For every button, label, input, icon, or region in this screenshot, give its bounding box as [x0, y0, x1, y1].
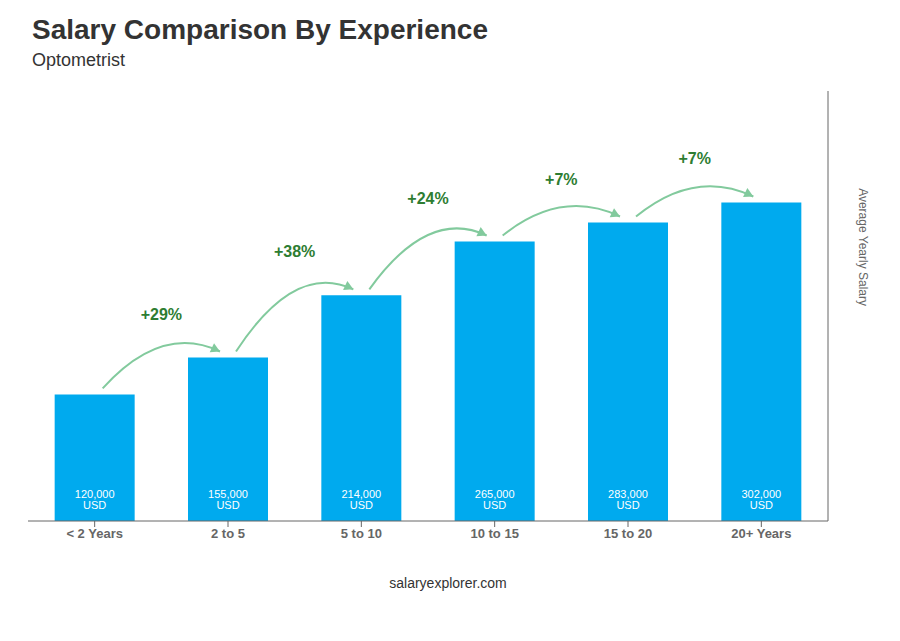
svg-text:< 2 Years: < 2 Years — [66, 526, 123, 541]
svg-text:2 to 5: 2 to 5 — [211, 526, 245, 541]
html-text:Salary Comparison By Experienc: Salary Comparison By Experience — [32, 14, 488, 45]
svg-text:Average Yearly Salary: Average Yearly Salary — [856, 188, 870, 306]
svg-text:15 to 20: 15 to 20 — [604, 526, 652, 541]
svg-text:20+ Years: 20+ Years — [731, 526, 791, 541]
svg-text:+7%: +7% — [545, 171, 577, 188]
svg-text:5 to 10: 5 to 10 — [341, 526, 382, 541]
svg-text:10 to 15: 10 to 15 — [470, 526, 518, 541]
html-text:salaryexplorer.com: salaryexplorer.com — [389, 575, 507, 591]
svg-text:283,000USD: 283,000USD — [608, 488, 648, 511]
svg-text:+7%: +7% — [678, 150, 710, 167]
svg-text:214,000USD: 214,000USD — [341, 488, 381, 511]
svg-text:+24%: +24% — [407, 190, 448, 207]
svg-text:265,000USD: 265,000USD — [475, 488, 515, 511]
svg-text:120,000USD: 120,000USD — [75, 488, 115, 511]
svg-text:155,000USD: 155,000USD — [208, 488, 248, 511]
svg-text:302,000USD: 302,000USD — [741, 488, 781, 511]
svg-text:+38%: +38% — [274, 243, 315, 260]
svg-text:+29%: +29% — [141, 306, 182, 323]
html-text:Optometrist: Optometrist — [32, 50, 125, 70]
